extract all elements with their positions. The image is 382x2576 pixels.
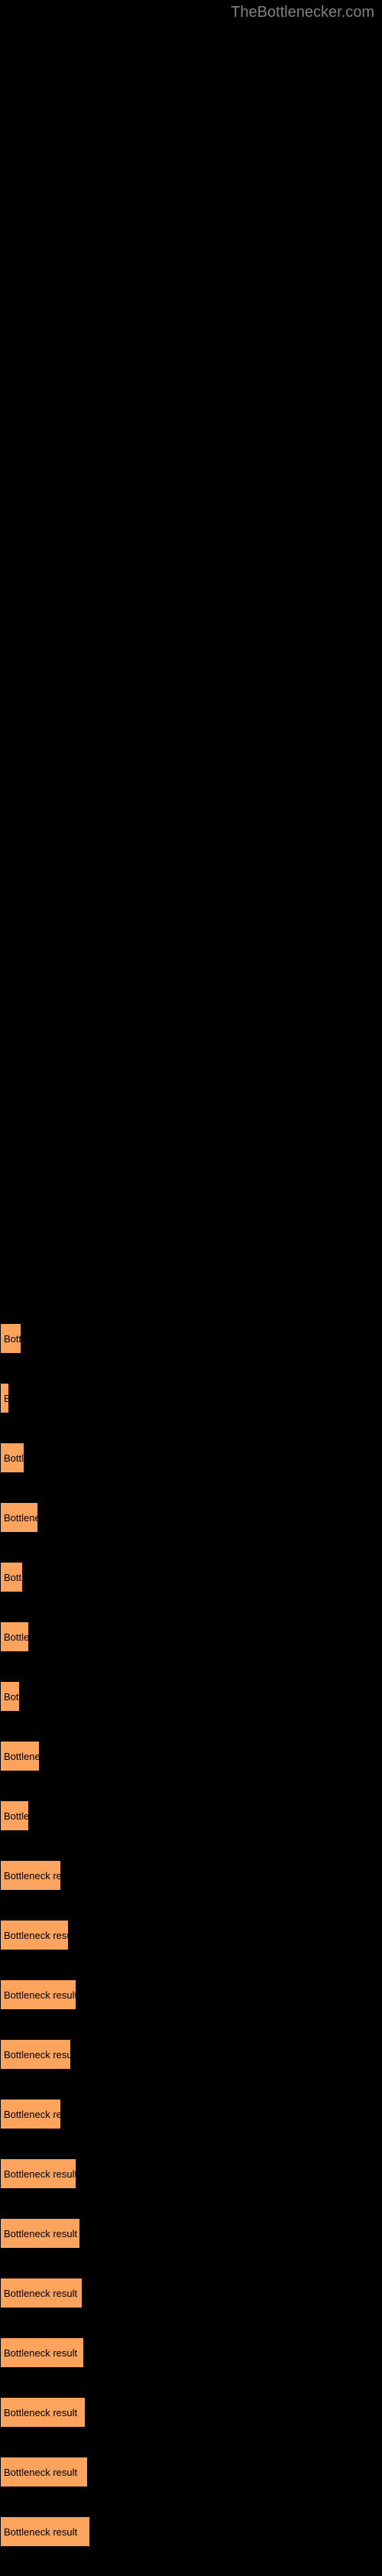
watermark: TheBottlenecker.com xyxy=(231,4,374,21)
bar-row: Bottleneck result xyxy=(0,2218,382,2265)
bar: Bottleneck result xyxy=(0,1383,9,1413)
bar: Bottleneck result xyxy=(0,1979,76,2010)
bar-chart: Bottleneck result Bottleneck result Bottle… xyxy=(0,1323,382,2576)
bar-row: Bottleneck result xyxy=(0,2337,382,2385)
bar-row: Bottleneck result xyxy=(0,1800,382,1848)
bar: Bottleneck result xyxy=(0,1562,23,1592)
bar: Bottleneck result xyxy=(0,2158,76,2189)
bar: Bottleneck result xyxy=(0,2218,80,2249)
bar-row: Bottleneck result xyxy=(0,1621,382,1669)
bar-row: Bottleneck result xyxy=(0,2099,382,2146)
bar-row: Bottleneck result xyxy=(0,1383,382,1430)
bar: Bottleneck result xyxy=(0,1681,20,1712)
bar: Bottleneck result xyxy=(0,1860,61,1891)
bar: Bottleneck result xyxy=(0,1323,21,1354)
bar: Bottleneck result xyxy=(0,2457,88,2487)
bar-row: Bottleneck result xyxy=(0,1323,382,1371)
bar: Bottleneck result xyxy=(0,2278,83,2308)
bar: Bottleneck result xyxy=(0,2039,71,2070)
bar-row: Bottleneck result xyxy=(0,1920,382,1967)
bar-row: Bottleneck result xyxy=(0,1681,382,1729)
bar-row: Bottleneck result xyxy=(0,2397,382,2444)
bar: Bottleneck result xyxy=(0,1502,38,1533)
bar: Bottleneck result xyxy=(0,1741,40,1771)
bar: Bottleneck result xyxy=(0,1442,24,1473)
bar-row: Bottleneck result xyxy=(0,1562,382,1609)
bar-row: Bottleneck result xyxy=(0,2278,382,2325)
bar: Bottleneck result xyxy=(0,2337,84,2368)
bar: Bottleneck result xyxy=(0,1621,29,1652)
bar-row: Bottleneck result xyxy=(0,1442,382,1490)
bar-row: Bottleneck result xyxy=(0,2516,382,2564)
bar-row: Bottleneck result xyxy=(0,1979,382,2027)
bar: Bottleneck result xyxy=(0,1920,69,1950)
bar: Bottleneck result xyxy=(0,2099,61,2129)
bar: Bottleneck result xyxy=(0,1800,29,1831)
bar-row: Bottleneck result xyxy=(0,1860,382,1908)
bar-row: Bottleneck result xyxy=(0,1741,382,1788)
bar-row: Bottleneck result xyxy=(0,2039,382,2086)
bar: Bottleneck result xyxy=(0,2397,86,2428)
bar-row: Bottleneck result xyxy=(0,1502,382,1550)
bar-row: Bottleneck result xyxy=(0,2158,382,2206)
bar: Bottleneck result xyxy=(0,2516,90,2547)
bar-row: Bottleneck result xyxy=(0,2457,382,2504)
